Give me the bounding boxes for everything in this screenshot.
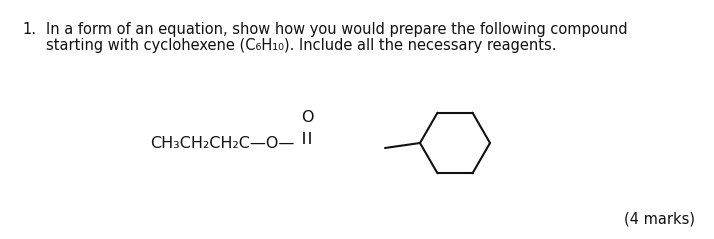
Text: In a form of an equation, show how you would prepare the following compound: In a form of an equation, show how you w… <box>46 22 628 37</box>
Text: O: O <box>301 110 313 125</box>
Text: CH₃CH₂CH₂C—O—: CH₃CH₂CH₂C—O— <box>150 136 294 151</box>
Text: 1.: 1. <box>22 22 36 37</box>
Text: (4 marks): (4 marks) <box>624 212 695 227</box>
Text: starting with cyclohexene (C₆H₁₀). Include all the necessary reagents.: starting with cyclohexene (C₆H₁₀). Inclu… <box>46 38 556 53</box>
